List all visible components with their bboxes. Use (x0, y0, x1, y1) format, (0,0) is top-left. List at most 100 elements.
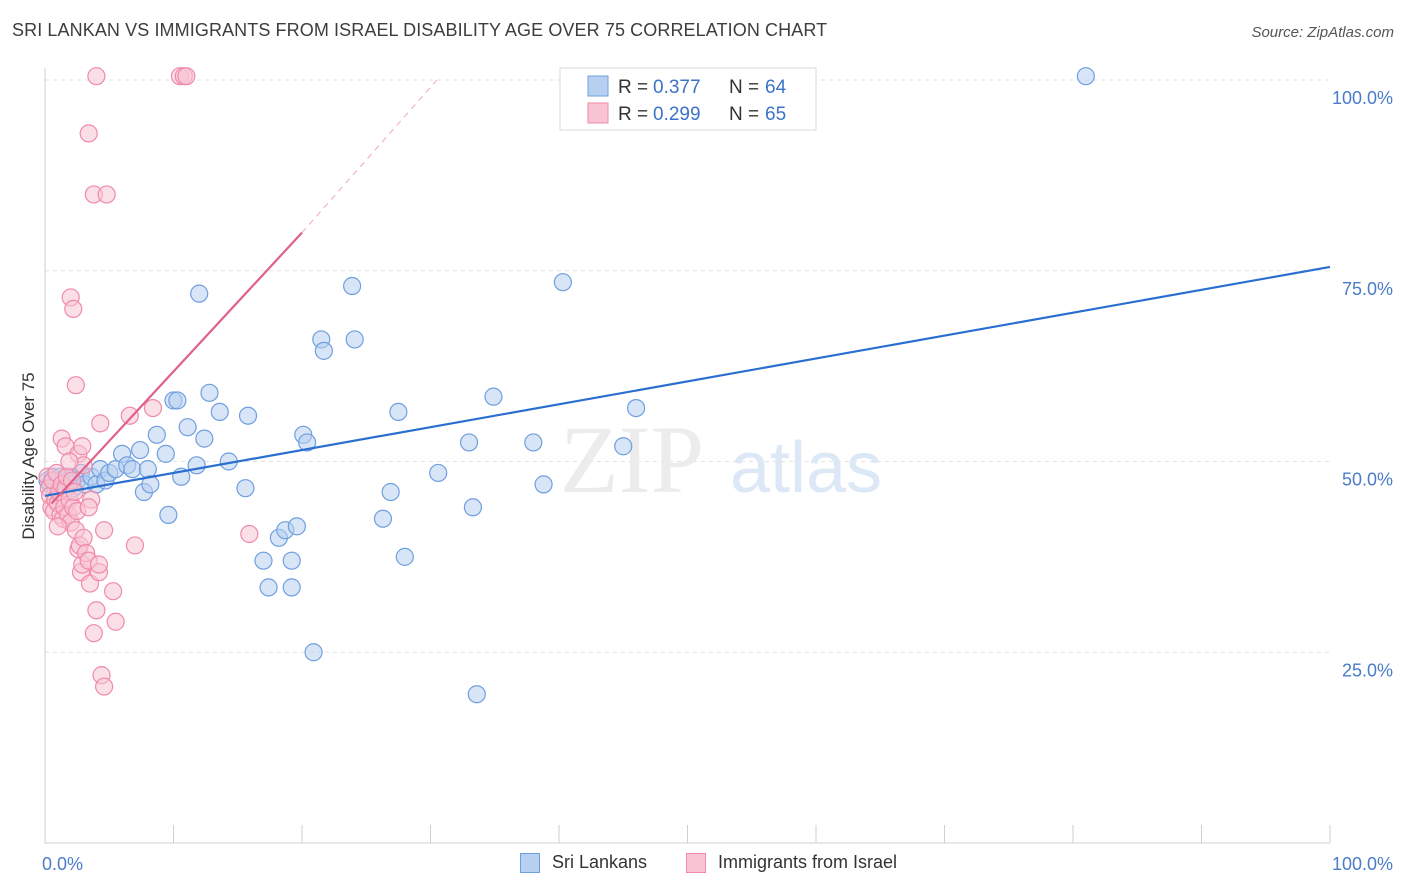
immigrants-israel-point-53 (104, 582, 123, 601)
sri-lankans-point-41 (254, 551, 273, 570)
immigrants-israel-point-62 (240, 524, 259, 544)
immigrants-israel-point-55 (120, 406, 139, 425)
x-tick-label-100: 100.0% (1332, 854, 1393, 874)
immigrants-israel-point-52 (97, 185, 116, 204)
legend-bottom: Sri Lankans Immigrants from Israel (0, 852, 1406, 878)
immigrants-israel-point-49 (89, 555, 109, 574)
immigrants-israel-point-64 (73, 437, 92, 456)
y-tick-label-75: 75.0% (1342, 279, 1393, 299)
sri-lankans-point-57 (389, 402, 408, 422)
immigrants-israel-point-50 (91, 414, 110, 433)
immigrants-israel-point-42 (64, 299, 83, 318)
sri-lankans-point-42 (259, 578, 278, 597)
sri-lankans-point-53 (343, 276, 362, 296)
sri-lankans-point-66 (614, 437, 633, 456)
legend-n-value-2: 65 (765, 104, 786, 125)
sri-lankans-point-69 (1076, 67, 1095, 86)
trend-line-immigrants-israel (50, 231, 303, 505)
sri-lankans-point-64 (524, 433, 543, 452)
trend-lines (44, 79, 1331, 505)
sri-lankans-point-59 (429, 463, 448, 483)
watermark-zip: ZIP (560, 406, 704, 513)
y-tick-label-100: 100.0% (1332, 88, 1393, 108)
immigrants-israel-point-34 (87, 601, 106, 620)
sri-lankans-point-68 (553, 273, 572, 292)
immigrants-israel-point-38 (48, 517, 67, 536)
legend-r-value-2: 0.299 (653, 104, 701, 125)
sri-lankans-point-46 (282, 551, 301, 570)
immigrants-israel-point-33 (84, 624, 103, 643)
legend-item-immigrants-israel[interactable]: Immigrants from Israel (686, 852, 897, 873)
legend-r-label-1: R = (618, 77, 648, 98)
sri-lankans-point-56 (381, 482, 400, 502)
series-sri-lankans (38, 67, 1095, 704)
grid-lines (45, 79, 1330, 653)
sri-lankans-point-26 (147, 425, 166, 444)
legend-r-label-2: R = (618, 104, 648, 125)
sri-lankans-point-62 (467, 685, 486, 704)
immigrants-israel-point-60 (177, 67, 196, 86)
sri-lankans-point-21 (123, 460, 142, 479)
sri-lankans-point-36 (200, 383, 219, 402)
sri-lankans-point-61 (463, 498, 483, 517)
legend-n-label-2: N = (729, 104, 759, 125)
chart-title: SRI LANKAN VS IMMIGRANTS FROM ISRAEL DIS… (12, 20, 828, 40)
immigrants-israel-point-56 (125, 536, 145, 555)
sri-lankans-point-55 (373, 509, 393, 528)
immigrants-israel-point-28 (74, 528, 93, 547)
legend-label-sri-lankans: Sri Lankans (552, 852, 648, 872)
legend-n-label-1: N = (729, 77, 759, 98)
y-tick-label-50: 50.0% (1342, 470, 1393, 490)
sri-lankans-point-34 (190, 284, 209, 303)
sri-lankans-point-63 (484, 387, 503, 406)
sri-lankans-point-39 (238, 406, 258, 425)
legend-swatch-blue (587, 75, 609, 97)
legend-swatch-pink (587, 102, 609, 124)
legend-top: R = 0.377 N = 64 R = 0.299 N = 65 (559, 67, 817, 131)
immigrants-israel-point-54 (106, 612, 125, 631)
immigrants-israel-point-47 (79, 124, 98, 143)
legend-swatch-sri-lankans (520, 852, 540, 873)
axes (44, 68, 1331, 844)
sri-lankans-point-65 (534, 475, 553, 494)
sri-lankans-point-25 (141, 475, 160, 494)
trend-line-immigrants-israel-extension (301, 79, 438, 233)
sri-lankans-point-54 (345, 330, 364, 349)
sri-lankans-point-67 (626, 398, 646, 418)
tick-labels: 25.0% 50.0% 75.0% 100.0% 0.0% 100.0% (42, 88, 1393, 874)
legend-n-value-1: 64 (765, 77, 787, 98)
sri-lankans-point-50 (304, 643, 323, 662)
legend-swatch-immigrants-israel (686, 852, 706, 873)
sri-lankans-point-22 (130, 440, 150, 460)
sri-lankans-point-24 (138, 460, 157, 479)
sri-lankans-point-60 (459, 433, 479, 452)
sri-lankans-point-32 (178, 418, 197, 437)
sri-lankans-point-35 (195, 429, 214, 448)
sri-lankans-point-27 (156, 444, 175, 463)
immigrants-israel-point-46 (79, 498, 98, 517)
legend-label-immigrants-israel: Immigrants from Israel (718, 852, 898, 872)
legend-r-value-1: 0.377 (653, 77, 701, 98)
series-immigrants-israel (38, 67, 259, 696)
legend-item-sri-lankans[interactable]: Sri Lankans (520, 852, 647, 873)
immigrants-israel-point-57 (143, 398, 163, 418)
watermark: ZIP atlas (560, 406, 882, 513)
sri-lankans-point-47 (287, 517, 306, 536)
immigrants-israel-point-61 (87, 67, 106, 86)
y-axis-label: Disability Age Over 75 (19, 372, 38, 539)
sri-lankans-point-58 (395, 547, 414, 566)
sri-lankans-point-28 (159, 505, 178, 525)
trend-line-sri-lankans (44, 265, 1331, 497)
immigrants-israel-point-43 (66, 376, 85, 395)
source-credit: Source: ZipAtlas.com (1251, 24, 1394, 41)
x-tick-label-0: 0.0% (42, 854, 83, 874)
sri-lankans-point-45 (282, 578, 301, 597)
sri-lankans-point-30 (168, 391, 187, 410)
sri-lankans-point-52 (314, 341, 333, 360)
sri-lankans-point-37 (210, 402, 229, 422)
y-tick-label-25: 25.0% (1342, 660, 1393, 680)
immigrants-israel-point-51 (95, 521, 114, 540)
watermark-atlas: atlas (730, 428, 882, 508)
immigrants-israel-point-63 (60, 452, 79, 471)
